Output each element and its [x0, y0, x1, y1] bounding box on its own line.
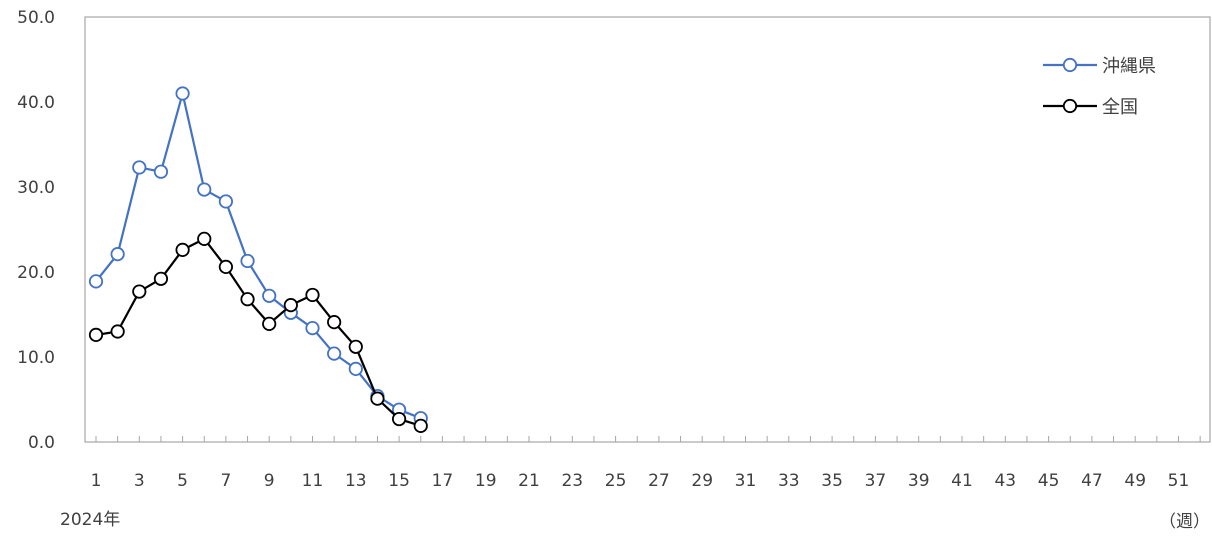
x-tick-label: 15 — [388, 471, 410, 491]
x-tick-label: 9 — [264, 471, 275, 491]
series-line — [96, 94, 421, 419]
data-point — [306, 322, 318, 334]
y-axis-ticks: 0.0 10.0 20.0 30.0 40.0 50.0 — [17, 8, 55, 453]
data-point — [176, 87, 188, 99]
data-point — [198, 233, 210, 245]
data-point — [176, 244, 188, 256]
x-tick-label: 35 — [821, 471, 843, 491]
x-axis-year-note: 2024年 — [60, 510, 120, 530]
x-tick-label: 13 — [345, 471, 367, 491]
series-layer — [90, 87, 427, 432]
legend-item: 沖縄県 — [1043, 56, 1156, 77]
y-tick-label: 50.0 — [17, 8, 55, 28]
legend-label: 全国 — [1102, 97, 1138, 118]
data-point — [90, 329, 102, 341]
data-point — [220, 261, 232, 273]
x-axis-ticks: 1 3 5 7 9 11 13 15 17 19 21 23 25 27 29 31 33 35 37 39 41 43 4… — [91, 436, 1201, 491]
x-tick-label: 3 — [134, 471, 145, 491]
legend-item: 全国 — [1043, 97, 1138, 118]
x-tick-label: 45 — [1038, 471, 1060, 491]
x-tick-label: 11 — [302, 471, 324, 491]
x-tick-label: 39 — [908, 471, 930, 491]
x-tick-label: 5 — [177, 471, 188, 491]
y-tick-label: 0.0 — [28, 433, 55, 453]
data-point — [111, 248, 123, 260]
x-tick-label: 33 — [778, 471, 800, 491]
x-tick-label: 31 — [735, 471, 757, 491]
data-point — [241, 293, 253, 305]
x-tick-label: 47 — [1081, 471, 1103, 491]
x-tick-label: 19 — [475, 471, 497, 491]
x-tick-label: 41 — [951, 471, 973, 491]
x-tick-label: 25 — [605, 471, 627, 491]
x-tick-label: 29 — [691, 471, 713, 491]
data-point — [415, 420, 427, 432]
data-point — [263, 318, 275, 330]
data-point — [198, 183, 210, 195]
data-point — [306, 289, 318, 301]
data-point — [263, 290, 275, 302]
x-tick-label: 7 — [220, 471, 231, 491]
y-tick-label: 20.0 — [17, 263, 55, 283]
x-tick-label: 51 — [1168, 471, 1190, 491]
data-point — [350, 341, 362, 353]
series-national — [90, 233, 427, 432]
y-tick-label: 40.0 — [17, 93, 55, 113]
data-point — [285, 299, 297, 311]
data-point — [220, 195, 232, 207]
data-point — [133, 285, 145, 297]
x-tick-label: 21 — [518, 471, 540, 491]
y-tick-label: 10.0 — [17, 348, 55, 368]
data-point — [328, 347, 340, 359]
data-point — [350, 363, 362, 375]
data-point — [111, 325, 123, 337]
x-tick-label: 49 — [1124, 471, 1146, 491]
data-point — [241, 255, 253, 267]
data-point — [371, 392, 383, 404]
x-tick-label: 37 — [865, 471, 887, 491]
x-tick-label: 23 — [561, 471, 583, 491]
legend-label: 沖縄県 — [1102, 56, 1156, 77]
data-point — [393, 413, 405, 425]
data-point — [155, 273, 167, 285]
legend-marker — [1064, 100, 1076, 112]
plot-area — [85, 17, 1210, 442]
x-tick-label: 43 — [994, 471, 1016, 491]
legend-marker — [1064, 59, 1076, 71]
x-tick-label: 27 — [648, 471, 670, 491]
data-point — [133, 161, 145, 173]
x-tick-label: 17 — [432, 471, 454, 491]
y-tick-label: 30.0 — [17, 178, 55, 198]
x-axis-unit-label: （週） — [1159, 512, 1210, 532]
data-point — [328, 316, 340, 328]
x-tick-label: 1 — [91, 471, 102, 491]
series-okinawa — [90, 87, 427, 424]
data-point — [90, 275, 102, 287]
data-point — [155, 166, 167, 178]
